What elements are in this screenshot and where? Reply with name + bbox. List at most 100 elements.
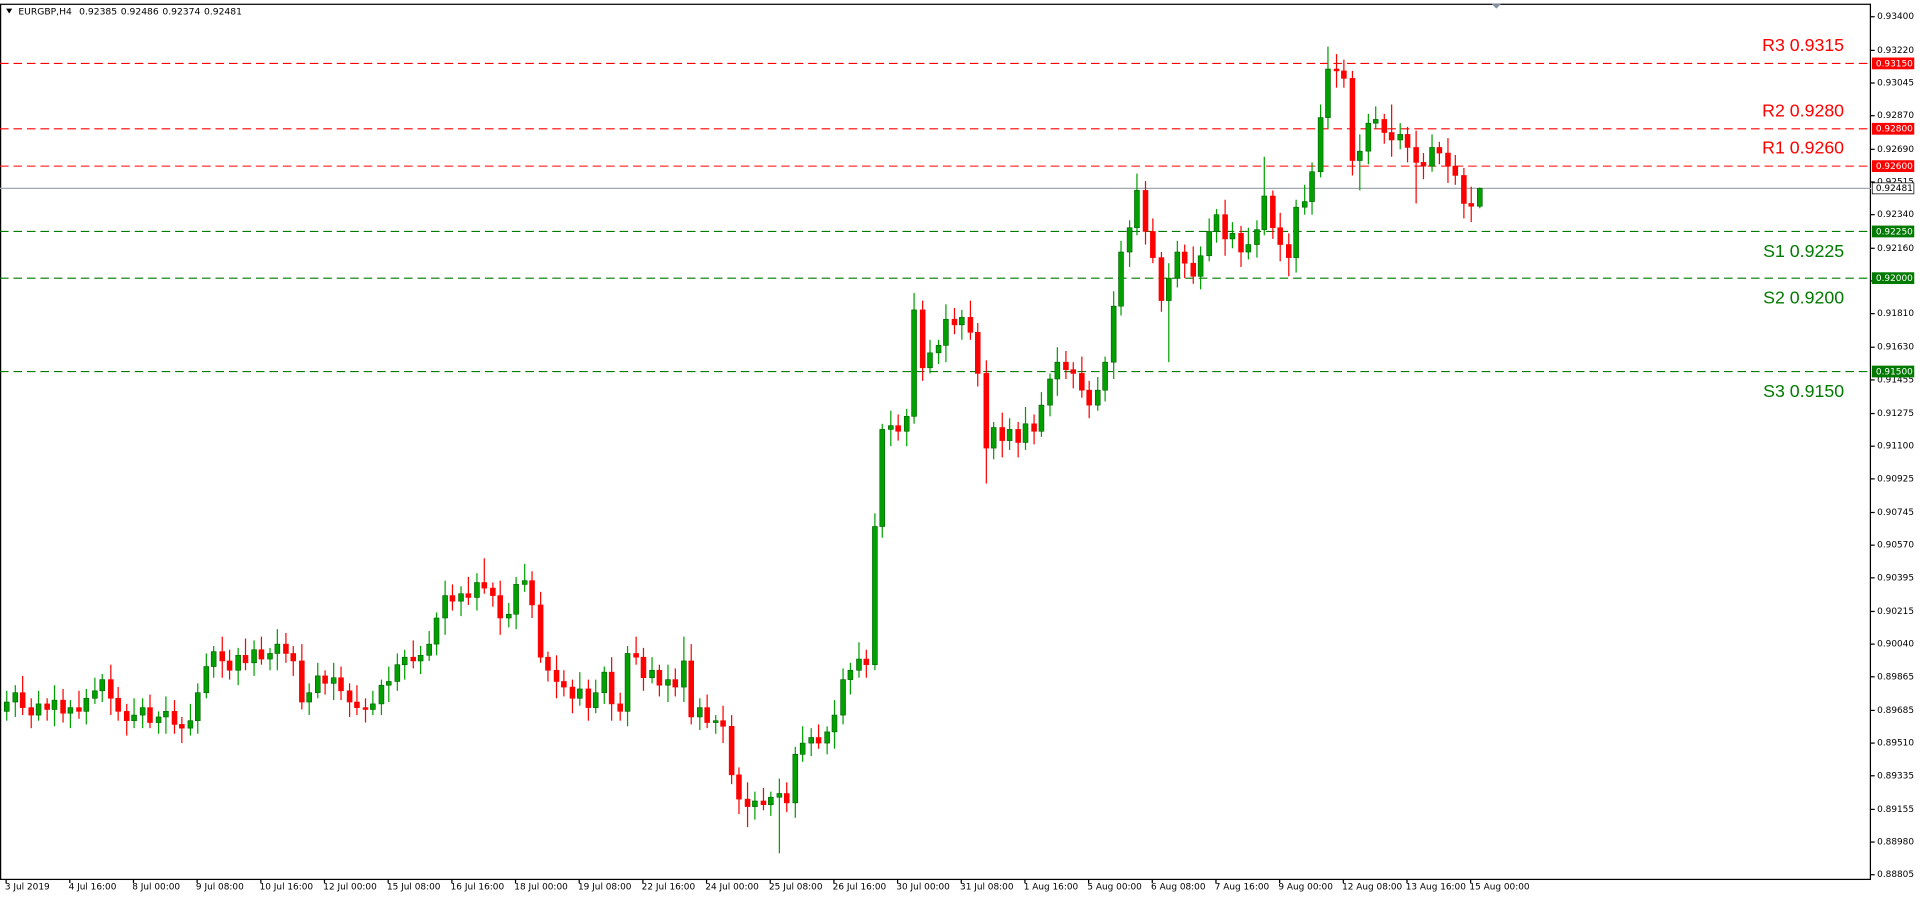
- level-label: R2 0.9280: [1762, 100, 1844, 120]
- y-tick-label: 0.91810: [1877, 309, 1914, 319]
- price-label-box: [1871, 57, 1915, 70]
- candle-body: [481, 582, 488, 589]
- candle-body: [1158, 257, 1165, 301]
- y-tick-label: 0.90395: [1877, 573, 1914, 583]
- candle-body: [967, 317, 974, 333]
- candle-body: [67, 707, 74, 714]
- candle-body: [474, 582, 480, 598]
- y-tick-label: 0.92340: [1877, 210, 1914, 220]
- candle-body: [1038, 404, 1045, 432]
- y-tick-label: 0.88805: [1877, 870, 1914, 880]
- candle-body: [983, 373, 990, 449]
- candle-body: [863, 658, 870, 665]
- candle-body: [1110, 305, 1117, 363]
- price-label: 0.93150: [1876, 59, 1913, 69]
- candle-body: [426, 643, 432, 656]
- y-tick-label: 0.93220: [1877, 46, 1914, 56]
- candle-body: [35, 703, 42, 716]
- level-label: S1 0.9225: [1763, 241, 1844, 261]
- candle-body: [1333, 68, 1340, 72]
- candle-body: [831, 714, 838, 733]
- candle-body: [1429, 147, 1435, 167]
- candle-body: [44, 703, 50, 710]
- candle-body: [1079, 373, 1085, 391]
- candle-body: [378, 684, 385, 705]
- candle-body: [3, 701, 10, 712]
- x-tick-label: 26 Jul 16:00: [833, 882, 887, 892]
- candle-body: [115, 697, 121, 712]
- price-label-box: [1871, 122, 1915, 135]
- x-tick-label: 31 Jul 08:00: [960, 882, 1014, 892]
- price-label-box: [1871, 160, 1915, 173]
- x-tick-label: 3 Jul 2019: [5, 882, 50, 892]
- high: 0.92486: [121, 6, 159, 17]
- candle-body: [1086, 389, 1092, 406]
- candle-body: [840, 679, 846, 716]
- candle-body: [1134, 190, 1140, 229]
- candle-body: [760, 800, 767, 806]
- candle-body: [927, 352, 933, 369]
- candle-body: [401, 656, 408, 665]
- candle-body: [251, 649, 257, 664]
- candle-body: [1413, 147, 1419, 163]
- candle-body: [410, 656, 417, 662]
- candle-body: [990, 427, 997, 449]
- y-tick-label: 0.88980: [1877, 838, 1914, 848]
- candle-body: [513, 584, 519, 615]
- candle-body: [83, 697, 90, 712]
- y-tick-label: 0.90040: [1877, 640, 1914, 650]
- candle-body: [1142, 190, 1149, 232]
- x-tick-label: 9 Jul 08:00: [196, 882, 244, 892]
- candle-body: [1150, 231, 1156, 258]
- x-tick-label: 9 Aug 00:00: [1278, 882, 1333, 892]
- candle-body: [465, 593, 472, 598]
- x-tick-label: 4 Jul 16:00: [69, 882, 117, 892]
- candle-body: [888, 425, 894, 430]
- x-tick-label: 30 Jul 00:00: [896, 882, 950, 892]
- candle-body: [1063, 361, 1069, 370]
- price-label: 0.92600: [1876, 162, 1913, 172]
- level-label: R1 0.9260: [1762, 138, 1844, 158]
- x-tick-label: 12 Jul 00:00: [323, 882, 377, 892]
- y-tick-label: 0.89685: [1877, 706, 1914, 716]
- candle-body: [1094, 389, 1101, 406]
- candle-body: [728, 725, 735, 776]
- price-label-box: [1871, 272, 1915, 285]
- candle-body: [1349, 78, 1356, 161]
- candle-body: [60, 699, 66, 714]
- candle-body: [147, 707, 153, 723]
- y-tick-label: 0.91100: [1877, 442, 1914, 452]
- x-tick-label: 5 Aug 00:00: [1087, 882, 1142, 892]
- candle-body: [959, 317, 965, 326]
- candle-body: [394, 664, 401, 682]
- candle-body: [720, 720, 726, 727]
- candle-body: [1126, 227, 1133, 253]
- candle-body: [951, 318, 958, 326]
- candle-body: [171, 711, 178, 725]
- candle-body: [283, 643, 289, 654]
- candle-body: [442, 595, 448, 619]
- candle-body: [697, 707, 703, 718]
- candle-body: [51, 699, 58, 710]
- symbol-menu[interactable]: [6, 8, 13, 14]
- x-tick-label: 13 Aug 16:00: [1406, 882, 1466, 892]
- candle-body: [1381, 119, 1388, 133]
- candle-body: [608, 671, 615, 705]
- candle-body: [210, 651, 217, 667]
- candle-body: [108, 679, 114, 699]
- candle-body: [242, 655, 249, 664]
- x-tick-label: 15 Jul 08:00: [387, 882, 441, 892]
- candle-body: [672, 679, 679, 688]
- candle-body: [736, 774, 742, 800]
- y-tick-label: 0.90215: [1877, 607, 1914, 617]
- scroll-marker: [1491, 3, 1502, 9]
- candle-body: [1261, 195, 1268, 230]
- candle-body: [601, 671, 608, 693]
- candle-body: [895, 425, 901, 432]
- candle-body: [433, 617, 440, 645]
- candle-body: [1206, 231, 1212, 257]
- candle-body: [633, 653, 639, 658]
- candle-body: [19, 692, 26, 708]
- candle-body: [1365, 122, 1372, 152]
